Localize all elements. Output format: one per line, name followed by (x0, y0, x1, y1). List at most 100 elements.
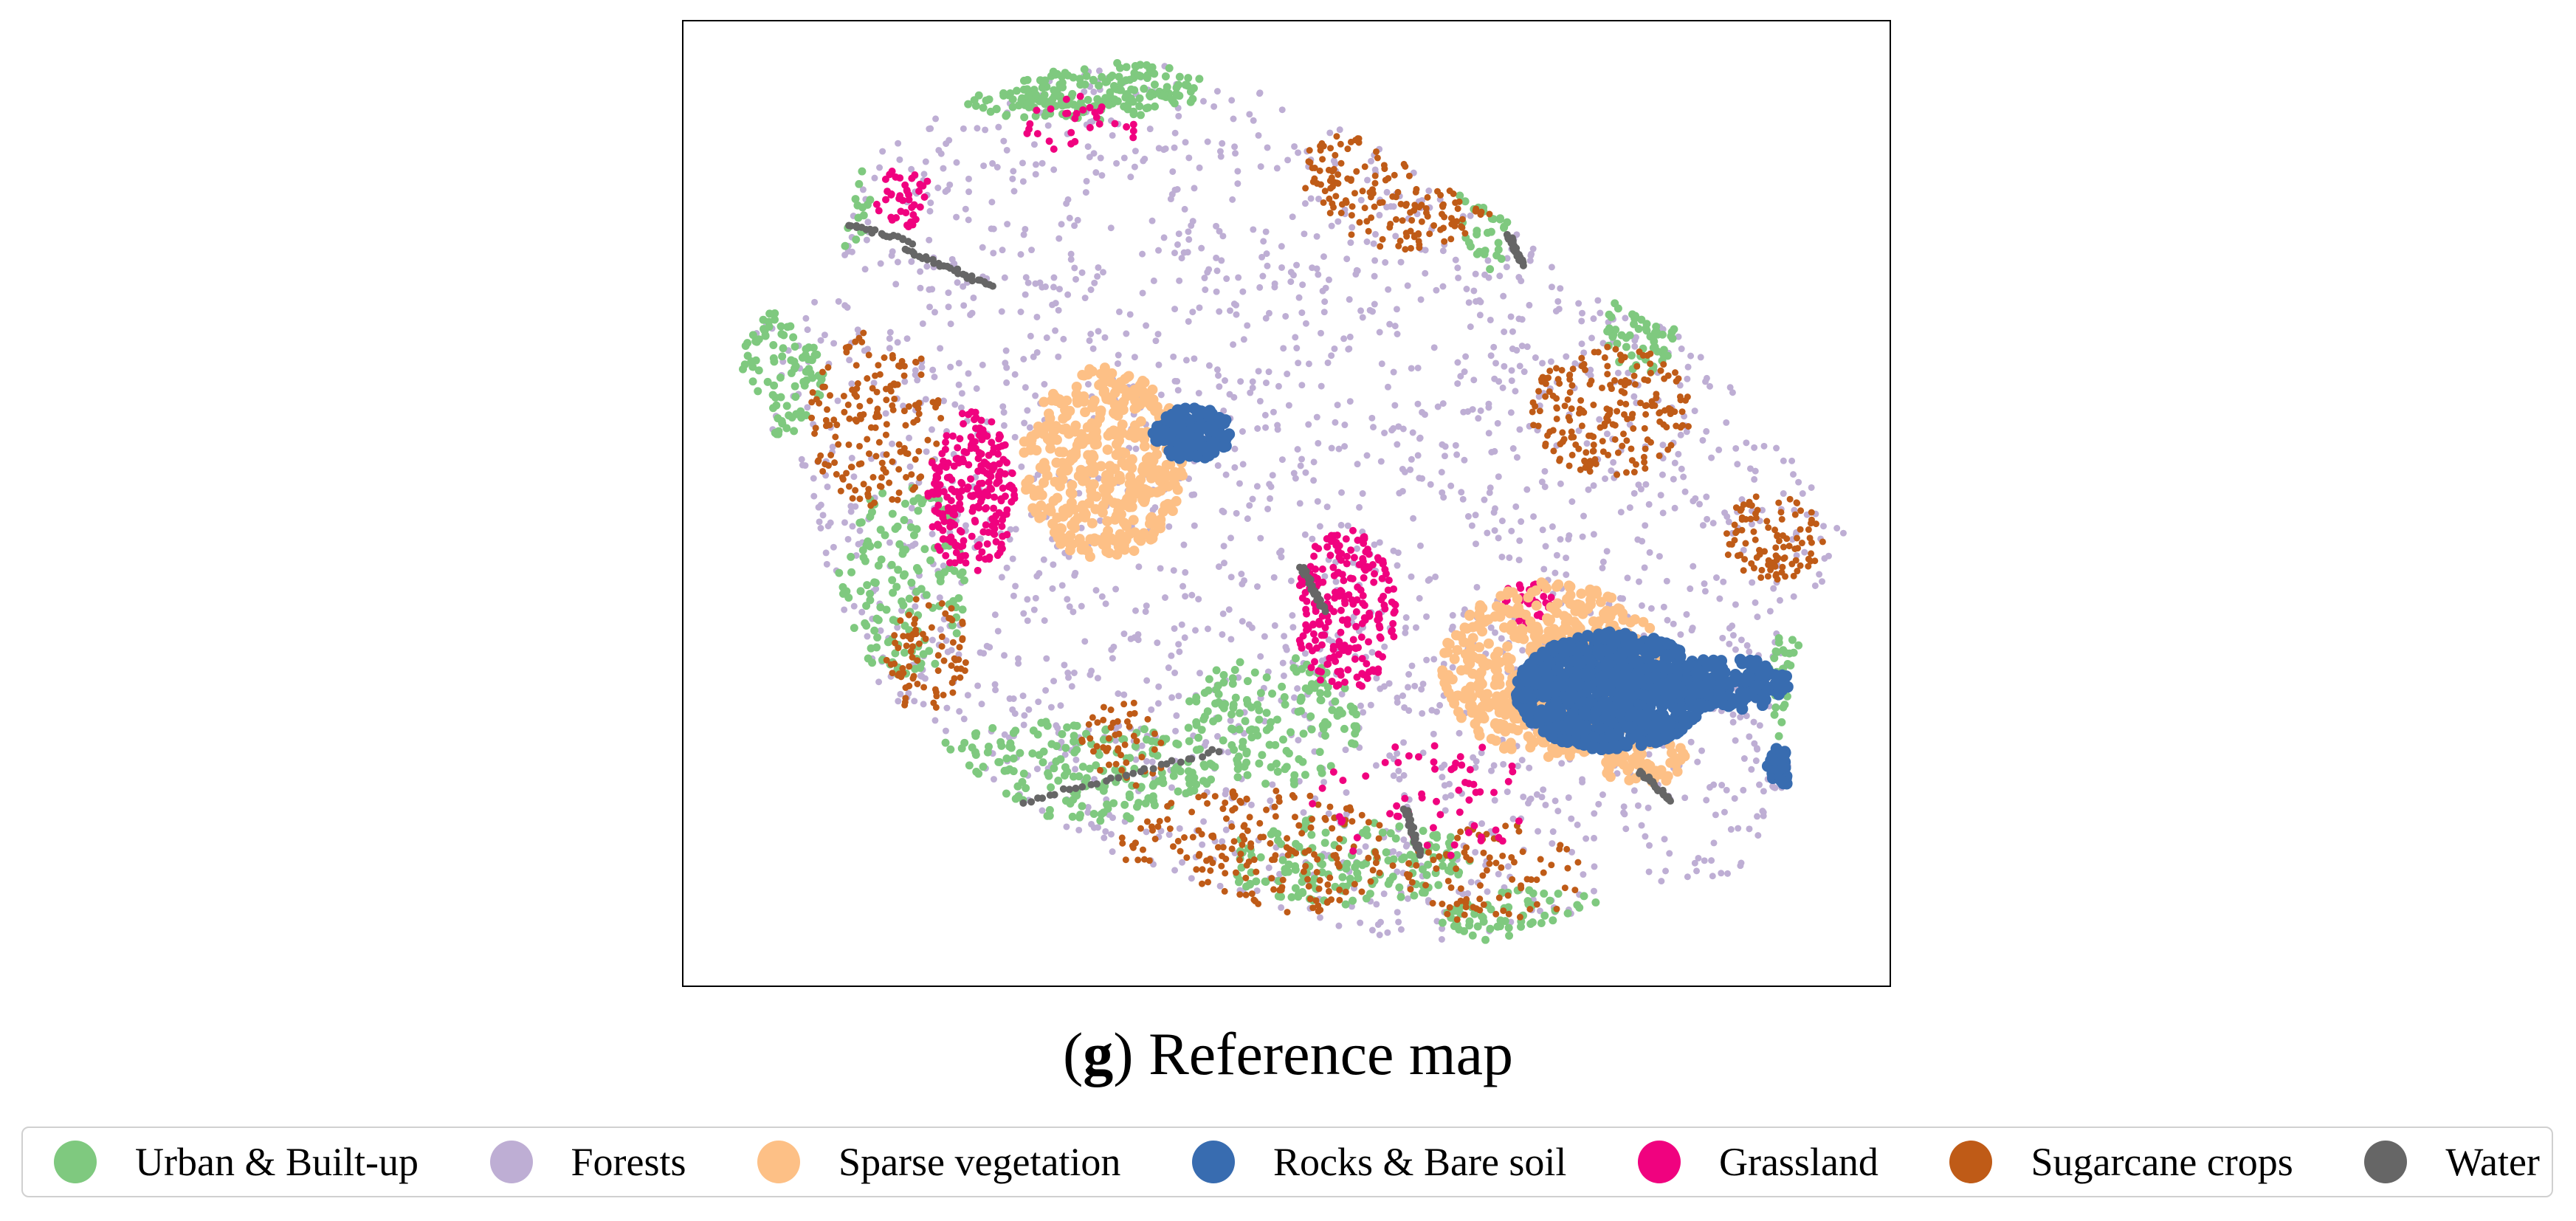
map-point (782, 424, 791, 433)
map-point (1018, 777, 1027, 786)
map-point (1656, 410, 1663, 417)
map-point (908, 471, 915, 478)
map-point (1611, 376, 1619, 384)
map-point (1256, 853, 1265, 861)
map-point (1653, 391, 1660, 398)
map-point (1487, 352, 1495, 360)
map-point (810, 492, 818, 500)
map-point (1450, 841, 1459, 849)
map-point (1746, 733, 1753, 740)
map-point (1271, 283, 1278, 291)
map-point (1548, 283, 1555, 291)
map-point (1446, 833, 1455, 842)
map-point (934, 520, 942, 529)
map-point (1509, 815, 1517, 822)
map-point (802, 368, 810, 376)
map-point (1526, 919, 1535, 928)
map-point (1340, 592, 1347, 600)
map-point (1117, 78, 1126, 87)
map-point (1265, 309, 1272, 317)
map-point (990, 776, 997, 783)
map-point (1774, 532, 1781, 540)
map-point (1577, 466, 1584, 473)
map-point (1433, 865, 1440, 873)
map-point (1394, 441, 1401, 448)
map-point (1050, 561, 1057, 568)
map-point (1772, 552, 1780, 560)
map-point (1561, 402, 1568, 410)
map-point (1371, 848, 1379, 856)
map-point (1400, 771, 1408, 779)
map-point (1388, 427, 1396, 434)
map-point (1530, 422, 1537, 429)
map-point (1070, 721, 1078, 730)
map-point (1381, 565, 1389, 574)
map-point (1659, 509, 1667, 517)
map-point (1146, 92, 1154, 100)
map-point (1407, 209, 1414, 216)
map-point (1338, 690, 1346, 698)
map-point (1764, 573, 1771, 580)
map-point (917, 268, 924, 275)
map-point (922, 591, 931, 599)
map-point (1155, 247, 1163, 254)
map-point (1174, 787, 1182, 796)
map-point (869, 474, 877, 481)
map-point (1013, 86, 1021, 95)
map-point (1656, 553, 1663, 560)
map-point (1464, 828, 1473, 836)
map-point (1466, 766, 1474, 774)
map-point (1120, 691, 1128, 698)
map-point (1407, 466, 1414, 473)
map-point (979, 528, 988, 536)
map-point (1614, 369, 1622, 376)
map-point (1590, 482, 1597, 489)
map-point (902, 209, 910, 217)
map-point (1590, 402, 1597, 408)
map-point (1072, 756, 1080, 763)
map-point (1363, 238, 1371, 245)
map-point (1257, 163, 1264, 171)
map-point (1708, 857, 1715, 864)
map-point (1767, 566, 1774, 574)
map-point (946, 745, 955, 754)
map-point (1794, 534, 1800, 542)
map-point (1568, 498, 1576, 505)
map-point (988, 418, 996, 426)
map-point (1402, 842, 1410, 850)
map-point (1500, 760, 1507, 768)
map-point (1405, 860, 1413, 867)
map-point (1503, 218, 1512, 227)
map-point (1725, 518, 1732, 526)
map-point (1416, 204, 1423, 211)
map-point (1271, 803, 1278, 811)
map-point (1479, 872, 1487, 879)
map-point (1263, 806, 1270, 814)
map-point (1123, 759, 1130, 766)
map-point (1724, 870, 1732, 877)
map-point (1737, 714, 1744, 720)
map-point (1495, 922, 1504, 931)
map-point (1630, 425, 1637, 432)
map-point (1129, 134, 1137, 142)
map-point (1278, 456, 1286, 464)
map-point (914, 506, 923, 515)
map-point (1436, 701, 1444, 709)
map-point (1446, 904, 1453, 911)
map-point (1030, 141, 1038, 148)
map-point (1171, 670, 1179, 676)
map-point (1114, 360, 1121, 368)
map-point (1237, 850, 1244, 858)
map-point (1454, 834, 1461, 842)
map-point (1637, 399, 1645, 407)
map-point (908, 504, 915, 512)
map-point (1630, 469, 1638, 476)
map-point (1687, 352, 1695, 360)
map-point (1335, 180, 1342, 188)
map-point (1041, 381, 1048, 388)
map-point (1516, 913, 1523, 921)
map-point (1008, 484, 1016, 492)
map-point (847, 508, 855, 515)
map-point (1244, 322, 1251, 329)
map-point (1322, 816, 1329, 823)
